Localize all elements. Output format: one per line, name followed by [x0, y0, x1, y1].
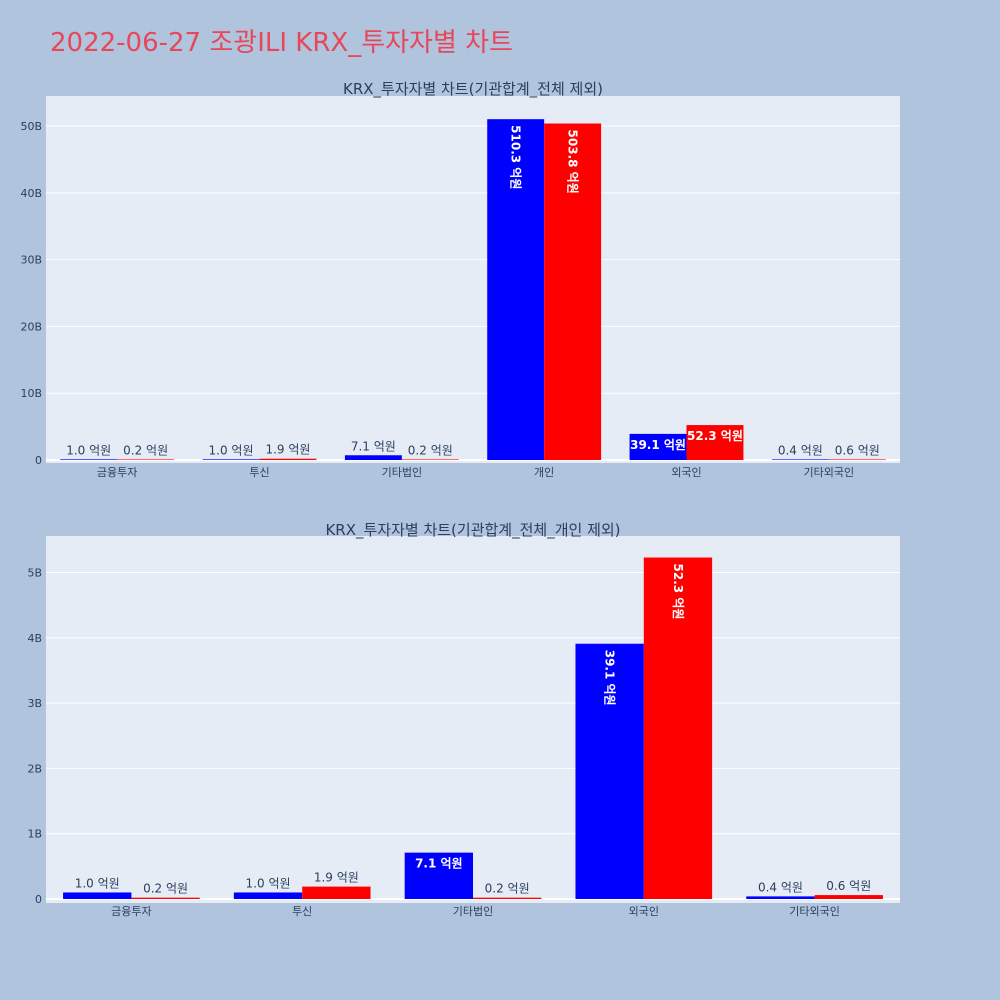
- bar-data-label: 0.2 억원: [123, 443, 168, 457]
- bar: [629, 433, 687, 460]
- y-tick-label: 3B: [27, 697, 42, 710]
- bar-data-label: 1.9 억원: [265, 443, 310, 457]
- bar: [344, 455, 402, 460]
- bar: [473, 897, 542, 899]
- x-tick-label: 금융투자: [97, 466, 137, 479]
- y-tick-label: 0: [35, 454, 42, 467]
- investor-chart-all: KRX_투자자별 차트(기관합계_전체 제외) 0 10B 20B 30B 40B 50B…: [20, 80, 900, 479]
- bar-data-label: 0.4 억원: [778, 443, 823, 457]
- bar: [302, 886, 371, 899]
- bar-data-label: 1.0 억원: [246, 876, 291, 890]
- x-tick-label: 개인: [534, 466, 554, 479]
- bar: [117, 459, 175, 460]
- bar-data-label: 39.1 억원: [630, 438, 686, 452]
- x-tick-label: 기타외국인: [804, 466, 855, 479]
- bar: [63, 892, 132, 899]
- bar: [259, 458, 317, 460]
- y-tick-label: 0: [35, 893, 42, 906]
- x-tick-label: 외국인: [629, 905, 659, 918]
- chart-title: KRX_투자자별 차트(기관합계_전체_개인 제외): [325, 521, 620, 540]
- x-tick-label: 투신: [292, 905, 312, 918]
- bar: [544, 123, 602, 461]
- x-tick-label: 기타외국인: [789, 905, 840, 918]
- bar-data-label: 52.3 억원: [671, 564, 685, 620]
- x-tick-label: 기타법인: [382, 466, 422, 479]
- bar-data-label: 7.1 억원: [415, 857, 463, 871]
- y-tick-label: 40B: [20, 187, 42, 200]
- y-tick-label: 20B: [20, 320, 42, 333]
- bar: [487, 119, 545, 460]
- plot-area: [46, 536, 900, 903]
- bar-data-label: 0.6 억원: [826, 879, 871, 893]
- bar-data-label: 1.0 억원: [66, 443, 111, 457]
- bar-data-label: 0.2 억원: [408, 443, 453, 457]
- bar: [202, 459, 260, 460]
- y-tick-label: 50B: [20, 120, 42, 133]
- y-tick-label: 5B: [27, 567, 42, 580]
- x-tick-label: 투신: [249, 466, 269, 479]
- bar-data-label: 1.9 억원: [314, 871, 359, 885]
- x-tick-label: 외국인: [671, 466, 701, 479]
- bar: [746, 896, 815, 899]
- bar-data-label: 1.0 억원: [75, 876, 120, 890]
- bar-data-label: 7.1 억원: [351, 439, 396, 453]
- bar-data-label: 503.8 억원: [566, 130, 580, 194]
- bar: [814, 895, 883, 899]
- bar-data-label: 0.2 억원: [143, 882, 188, 896]
- y-tick-label: 4B: [27, 632, 42, 645]
- x-tick-label: 금융투자: [111, 905, 151, 918]
- bar: [828, 459, 886, 460]
- y-tick-label: 30B: [20, 254, 42, 267]
- bar: [404, 852, 473, 899]
- bar: [60, 459, 118, 460]
- bar-data-label: 39.1 억원: [603, 650, 617, 706]
- bar-data-label: 52.3 억원: [687, 429, 743, 443]
- bar-data-label: 1.0 억원: [209, 443, 254, 457]
- bar-data-label: 0.2 억원: [485, 882, 530, 896]
- bar: [643, 557, 713, 899]
- plot-area: [46, 96, 900, 463]
- y-tick-label: 1B: [27, 828, 42, 841]
- bar-data-label: 0.4 억원: [758, 880, 803, 894]
- bar: [401, 459, 459, 460]
- bar: [233, 892, 303, 899]
- bar-data-label: 0.6 억원: [835, 443, 880, 457]
- bar-data-label: 510.3 억원: [509, 125, 523, 189]
- y-tick-label: 10B: [20, 387, 42, 400]
- bar: [131, 897, 200, 899]
- y-tick-label: 2B: [27, 762, 42, 775]
- bar: [771, 459, 829, 460]
- bar: [686, 425, 744, 460]
- chart-title: KRX_투자자별 차트(기관합계_전체 제외): [343, 80, 603, 99]
- page-title: 2022-06-27 조광ILI KRX_투자자별 차트: [50, 28, 514, 58]
- bar: [575, 643, 644, 899]
- x-tick-label: 기타법인: [453, 905, 493, 918]
